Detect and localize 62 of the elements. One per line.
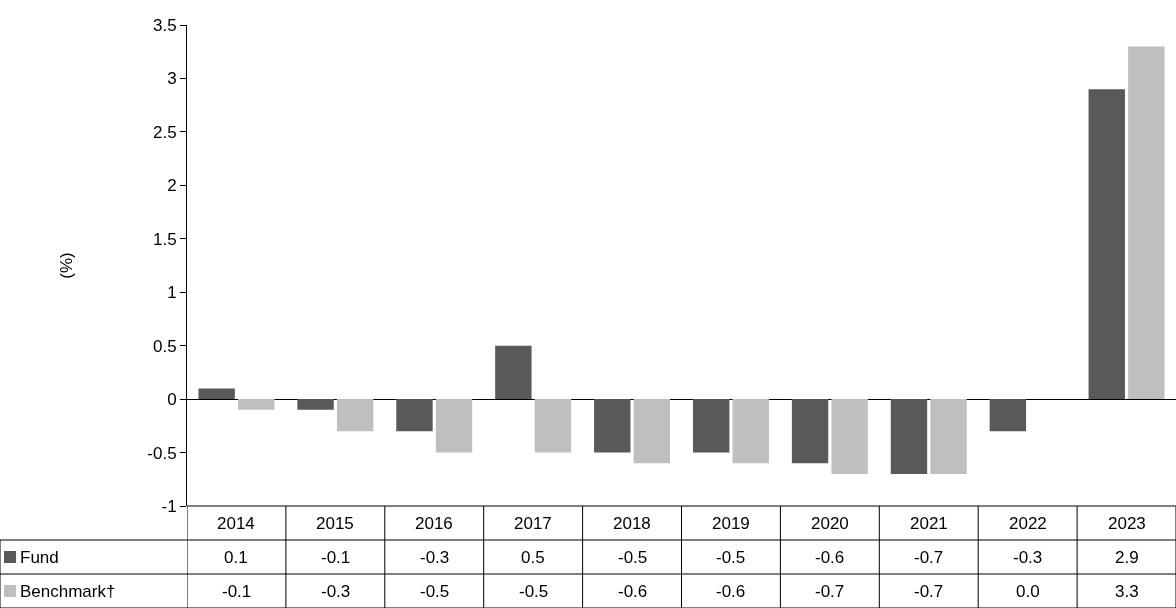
bar <box>732 399 769 464</box>
bar <box>831 399 868 474</box>
data-label: -0.5 <box>420 582 450 601</box>
bar <box>534 399 572 453</box>
y-tick-label: -0.5 <box>147 443 177 463</box>
legend-label: Benchmark† <box>20 582 116 601</box>
data-label: -0.7 <box>815 582 845 601</box>
y-tick-label: 3.5 <box>152 15 177 35</box>
bar <box>930 399 967 474</box>
x-tick-label: 2020 <box>811 514 849 533</box>
y-tick-label: 0 <box>167 390 177 410</box>
bar <box>336 399 374 432</box>
y-tick-label: 2.5 <box>152 122 177 142</box>
data-label: -0.3 <box>420 548 450 567</box>
data-label: -0.5 <box>519 582 549 601</box>
bar <box>1088 89 1125 400</box>
x-tick-label: 2022 <box>1009 514 1047 533</box>
bar <box>396 399 433 432</box>
y-tick-label: -1 <box>161 496 177 516</box>
y-tick-label: 3 <box>167 69 177 89</box>
bar <box>1128 46 1165 400</box>
bar <box>435 399 473 453</box>
data-label: 3.3 <box>1115 582 1139 601</box>
data-label: -0.6 <box>618 582 648 601</box>
data-label: -0.1 <box>222 582 252 601</box>
y-tick-label: 0.5 <box>152 336 177 356</box>
data-label: -0.7 <box>914 548 944 567</box>
y-tick-label: 2 <box>167 176 177 196</box>
data-label: -0.5 <box>618 548 648 567</box>
data-label: -0.3 <box>1013 548 1043 567</box>
x-tick-label: 2017 <box>514 514 552 533</box>
data-label: -0.7 <box>914 582 944 601</box>
legend-label: Fund <box>20 548 59 567</box>
x-tick-label: 2015 <box>316 514 354 533</box>
x-tick-label: 2023 <box>1108 514 1146 533</box>
bar <box>198 388 235 400</box>
bar <box>594 399 631 453</box>
bar <box>989 399 1027 432</box>
bar <box>297 399 334 410</box>
bar <box>692 399 730 453</box>
bar <box>633 399 671 464</box>
bar <box>890 399 928 474</box>
x-tick-label: 2018 <box>613 514 651 533</box>
x-tick-label: 2021 <box>910 514 948 533</box>
x-tick-label: 2019 <box>712 514 750 533</box>
data-label: 2.9 <box>1115 548 1139 567</box>
data-label: -0.1 <box>321 548 351 567</box>
y-axis-title: (%) <box>56 252 76 279</box>
y-tick-label: 1 <box>167 283 177 303</box>
data-label: -0.5 <box>716 548 746 567</box>
data-label: 0.5 <box>521 548 545 567</box>
data-label: -0.6 <box>815 548 845 567</box>
y-tick-label: 1.5 <box>152 229 177 249</box>
x-tick-label: 2016 <box>415 514 453 533</box>
x-tick-label: 2014 <box>217 514 255 533</box>
bar <box>791 399 829 464</box>
data-label: 0.1 <box>224 548 248 567</box>
data-label: -0.6 <box>716 582 746 601</box>
bar <box>238 399 275 410</box>
data-label: -0.3 <box>321 582 351 601</box>
data-label: 0.0 <box>1016 582 1040 601</box>
bar <box>495 345 532 400</box>
